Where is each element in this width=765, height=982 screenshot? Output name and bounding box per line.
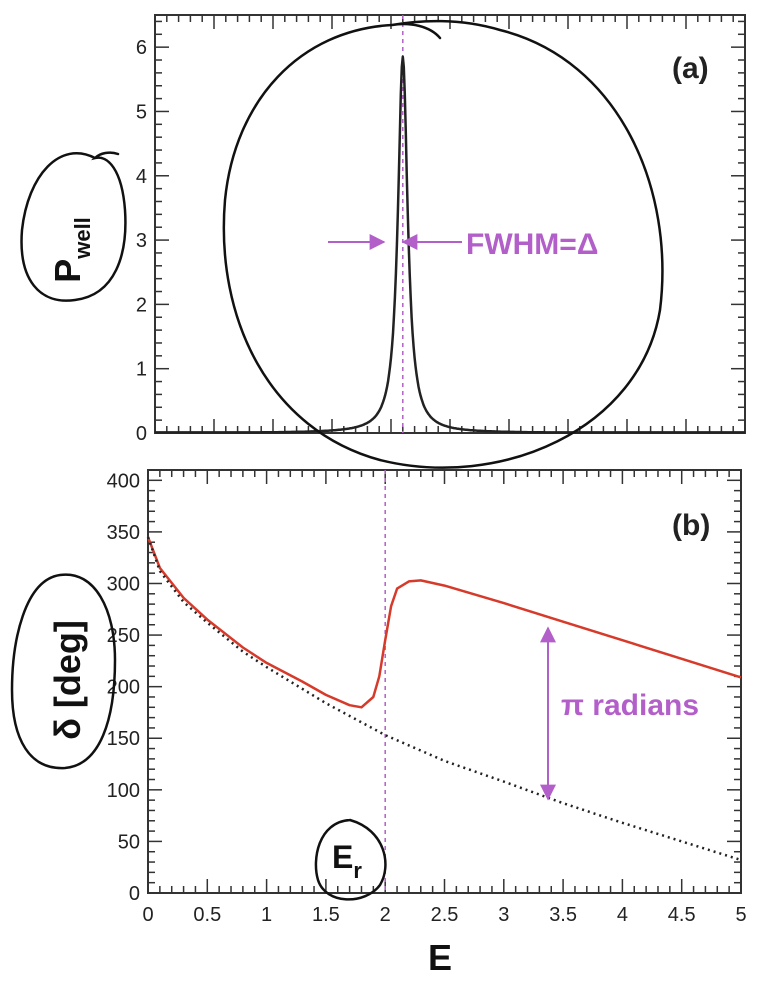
panel-b-y-tick-label: 200 <box>107 677 140 699</box>
panel-a-ylabel: P <box>47 259 88 283</box>
panel-b-y-tick-label: 350 <box>107 522 140 544</box>
resonance-energy-subscript: r <box>353 858 362 883</box>
panel-b-x-tick-label: 0.5 <box>193 904 221 926</box>
fwhm-annotation: FWHM=Δ <box>466 228 598 261</box>
panel-b-ticks: 0 0.5 1 1.5 2 2.5 3 3.5 4 4.5 50501001502002503003… <box>107 469 747 926</box>
panel-b-x-tick-label: 4.5 <box>668 904 696 926</box>
panel-a-label: (a) <box>672 52 709 85</box>
panel-b-y-tick-label: 150 <box>107 728 140 750</box>
panel-b-y-axis-title: δ [deg] <box>47 620 88 740</box>
circle-around-er <box>314 818 387 901</box>
panel-b-series <box>146 470 742 893</box>
panel-b-x-tick-label: 2 <box>380 904 391 926</box>
panel-b-x-tick-label: 5 <box>735 904 746 926</box>
panel-a-frame <box>154 14 746 434</box>
hand-drawn-marks <box>10 19 664 901</box>
panel-a-y-tick-label: 4 <box>136 166 147 188</box>
panel-a-y-tick-label: 2 <box>136 294 147 316</box>
panel-b-y-tick-label: 400 <box>107 470 140 492</box>
panel-b-x-tick-label: 0 <box>142 904 153 926</box>
panel-b-x-tick-label: 1.5 <box>312 904 340 926</box>
panel-a-y-tick-label: 6 <box>136 37 147 59</box>
resonance-energy-symbol: E <box>332 839 353 875</box>
pi-radians-annotation: π radians <box>561 689 699 722</box>
panel-b-label: (b) <box>672 509 710 542</box>
circle-around-pwell <box>20 151 127 302</box>
panel-b-x-tick-label: 3.5 <box>549 904 577 926</box>
panel-b-x-tick-label: 1 <box>261 904 272 926</box>
panel-a-series-line-0 <box>154 55 746 434</box>
panel-a-series <box>154 15 746 434</box>
panel-a-y-tick-label: 5 <box>136 101 147 123</box>
panel-b-frame <box>147 469 742 894</box>
panel-b-x-tick-label: 4 <box>617 904 628 926</box>
panel-b-x-tick-label: 3 <box>498 904 509 926</box>
panel-a-y-tick-label: 1 <box>136 359 147 381</box>
panel-b-series-line-0 <box>146 536 742 709</box>
circle-around-delta-deg <box>10 573 117 770</box>
panel-a-ticks: 0 1 2 3 4 5 6 <box>136 15 746 445</box>
panel-b-x-axis-title: E <box>428 937 452 978</box>
panel-b: 0 0.5 1 1.5 2 2.5 3 3.5 4 4.5 50501001502002503003… <box>47 469 747 978</box>
panel-a-ylabel-subscript: well <box>70 217 95 260</box>
panel-a: 0 1 2 3 4 5 6 (a) Pwell FWHM=Δ <box>47 14 746 445</box>
panel-a-y-tick-label: 3 <box>136 230 147 252</box>
panel-b-y-tick-label: 0 <box>129 883 140 905</box>
panel-a-y-axis-title: Pwell <box>47 217 95 283</box>
panel-b-y-tick-label: 300 <box>107 573 140 595</box>
panel-a-y-tick-label: 0 <box>136 423 147 445</box>
panel-b-series-line-1 <box>146 536 742 862</box>
panel-b-x-tick-label: 2.5 <box>431 904 459 926</box>
panel-b-y-tick-label: 50 <box>118 831 140 853</box>
circle-around-peak <box>222 19 664 469</box>
resonance-energy-label: Er <box>332 839 362 883</box>
panel-b-y-tick-label: 100 <box>107 780 140 802</box>
